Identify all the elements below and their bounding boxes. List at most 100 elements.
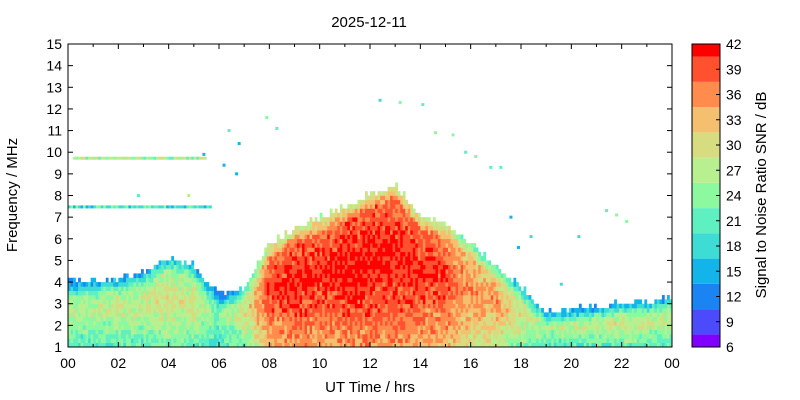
heatmap-cell	[593, 334, 597, 339]
heatmap-cell	[329, 238, 333, 244]
heatmap-cell	[425, 247, 429, 253]
heatmap-cell	[397, 234, 401, 240]
heatmap-cell	[332, 230, 336, 235]
heatmap-cell	[259, 264, 263, 270]
heatmap-cell	[276, 342, 280, 348]
heatmap-cell	[161, 316, 164, 322]
heatmap-cell	[105, 325, 109, 330]
heatmap-cell	[460, 295, 464, 300]
heatmap-cell	[596, 312, 600, 317]
heatmap-cell	[513, 286, 517, 292]
heatmap-cell	[387, 230, 391, 235]
heatmap-cell	[354, 325, 358, 330]
heatmap-cell	[375, 212, 378, 218]
heatmap-cell	[130, 290, 134, 296]
band-cell	[135, 205, 139, 209]
heatmap-cell	[402, 221, 406, 227]
heatmap-cell	[430, 230, 434, 235]
heatmap-cell	[329, 260, 333, 266]
heatmap-cell	[450, 247, 454, 253]
heatmap-cell	[105, 329, 109, 335]
heatmap-cell	[395, 256, 398, 261]
heatmap-cell	[244, 316, 247, 322]
heatmap-cell	[332, 299, 336, 305]
heatmap-cell	[108, 329, 112, 335]
heatmap-cell	[420, 329, 424, 335]
heatmap-cell	[410, 295, 414, 300]
heatmap-cell	[661, 308, 665, 313]
heatmap-cell	[98, 342, 102, 348]
heatmap-cell	[364, 277, 368, 283]
heatmap-cell	[382, 251, 386, 257]
heatmap-cell	[465, 303, 469, 309]
heatmap-cell	[269, 338, 273, 343]
heatmap-cell	[153, 312, 157, 317]
heatmap-cell	[380, 230, 383, 235]
heatmap-cell	[168, 282, 172, 287]
heatmap-cell	[385, 247, 388, 253]
heatmap-cell	[274, 321, 278, 326]
heatmap-cell	[528, 342, 532, 348]
heatmap-cell	[319, 329, 323, 335]
heatmap-cell	[309, 316, 313, 322]
heatmap-cell	[518, 316, 522, 322]
heatmap-cell	[312, 342, 315, 348]
heatmap-cell	[168, 273, 172, 279]
heatmap-cell	[382, 191, 386, 196]
heatmap-cell	[397, 329, 401, 335]
heatmap-cell	[309, 264, 313, 270]
heatmap-cell	[168, 277, 172, 283]
heatmap-cell	[254, 308, 258, 313]
heatmap-cell	[435, 251, 439, 257]
heatmap-cell	[503, 282, 507, 287]
heatmap-cell	[473, 329, 476, 335]
heatmap-cell	[465, 273, 469, 279]
heatmap-cell	[375, 199, 378, 205]
heatmap-cell	[422, 247, 426, 253]
heatmap-cell	[332, 342, 336, 348]
heatmap-cell	[387, 191, 391, 196]
heatmap-cell	[422, 286, 426, 292]
heatmap-cell	[372, 225, 376, 231]
heatmap-cell	[375, 208, 378, 214]
heatmap-cell	[357, 204, 361, 209]
heatmap-cell	[261, 303, 265, 309]
heatmap-cell	[85, 325, 89, 330]
heatmap-cell	[256, 286, 260, 292]
heatmap-cell	[375, 312, 378, 317]
heatmap-cell	[453, 234, 456, 240]
heatmap-cell	[392, 299, 396, 305]
heatmap-cell	[380, 212, 383, 218]
heatmap-cell	[347, 316, 351, 322]
heatmap-cell	[400, 342, 404, 348]
heatmap-cell	[377, 299, 381, 305]
heatmap-cell	[372, 342, 376, 348]
heatmap-cell	[531, 303, 534, 309]
heatmap-cell	[286, 308, 290, 313]
heatmap-cell	[123, 338, 127, 343]
heatmap-cell	[203, 321, 207, 326]
heatmap-cell	[427, 256, 431, 261]
heatmap-cell	[85, 286, 89, 292]
heatmap-cell	[85, 308, 89, 313]
heatmap-cell	[359, 234, 363, 240]
heatmap-cell	[485, 273, 489, 279]
heatmap-cell	[259, 290, 263, 296]
heatmap-cell	[392, 256, 396, 261]
heatmap-cell	[216, 299, 220, 305]
heatmap-cell	[364, 303, 368, 309]
heatmap-cell	[397, 338, 401, 343]
scatter-point	[275, 126, 279, 130]
heatmap-cell	[108, 312, 112, 317]
heatmap-cell	[445, 256, 449, 261]
heatmap-cell	[442, 256, 446, 261]
heatmap-cell	[110, 325, 114, 330]
heatmap-cell	[85, 295, 89, 300]
heatmap-cell	[329, 325, 333, 330]
heatmap-cell	[229, 295, 232, 300]
heatmap-cell	[302, 316, 305, 322]
band-cell	[90, 205, 94, 209]
heatmap-cell	[503, 299, 507, 305]
heatmap-cell	[354, 269, 358, 274]
heatmap-cell	[387, 295, 391, 300]
